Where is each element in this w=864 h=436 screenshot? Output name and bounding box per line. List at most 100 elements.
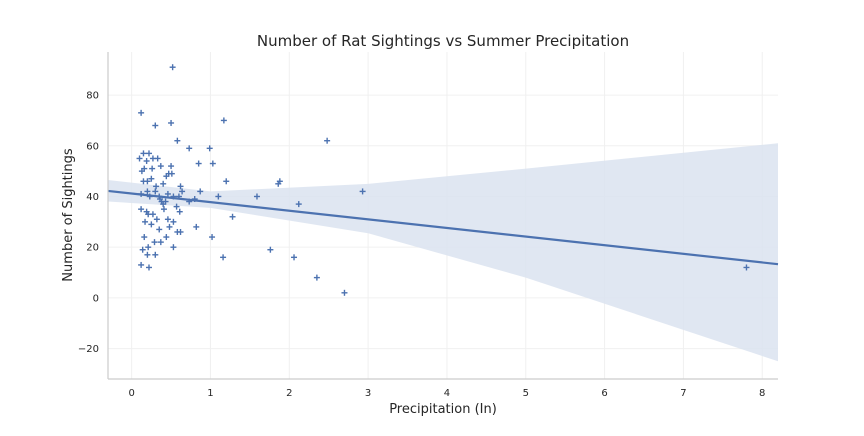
data-point [148,175,155,182]
data-point [177,183,184,190]
axes [107,52,778,380]
x-tick-label: 8 [759,388,765,399]
data-point [170,193,177,200]
y-tick-label: 60 [86,141,99,152]
data-point [144,178,151,185]
data-point [195,160,202,167]
data-point [152,188,159,195]
data-point [166,223,173,230]
data-point [186,145,193,152]
data-point [146,193,153,200]
data-point [143,158,150,164]
data-point [163,173,170,180]
x-axis-label: Precipitation (In) [389,402,497,417]
data-point [179,188,186,195]
data-point [148,221,155,228]
y-tick-label: 20 [86,243,99,254]
y-tick-label: 0 [93,293,99,304]
data-point [157,196,164,203]
data-point [164,190,171,197]
confidence-band [108,143,778,362]
data-point [170,244,177,251]
data-point [139,246,146,253]
x-tick-label: 0 [128,388,134,399]
data-point [140,150,147,157]
data-point [138,190,145,197]
scatter-points [136,64,750,296]
data-point [168,163,175,170]
data-point [157,163,164,170]
data-point [193,223,200,230]
data-point [176,208,183,215]
data-point [215,193,222,200]
data-point [175,193,182,200]
data-point [141,234,148,241]
data-point [173,203,180,210]
data-point [138,109,145,116]
data-point [209,160,216,167]
confidence-band-layer [108,143,778,362]
y-tick-label: 80 [86,91,99,102]
chart-title: Number of Rat Sightings vs Summer Precip… [257,32,629,50]
data-point [153,183,160,190]
x-tick-label: 7 [680,388,686,399]
data-point [324,137,331,144]
x-tick-labels: 0 1 2 3 4 5 6 7 8 [128,388,765,399]
data-point [149,165,156,172]
data-point [142,218,149,225]
data-point [186,198,193,205]
data-point [149,155,156,162]
data-point [359,188,366,195]
data-point [223,178,230,185]
data-point [163,234,170,241]
data-point [267,246,274,253]
data-point [157,239,164,246]
data-point [145,211,152,218]
data-point [152,122,159,129]
data-point [174,137,181,144]
data-point [144,188,151,195]
data-point [313,274,320,281]
x-tick-label: 1 [207,388,213,399]
x-tick-label: 5 [523,388,529,399]
data-point [145,244,152,251]
y-tick-label: 40 [86,192,99,203]
data-point [229,213,236,220]
data-point [145,264,152,271]
y-tick-label: −20 [78,344,99,355]
data-point [168,170,175,177]
data-point [291,254,298,261]
data-point [191,196,198,203]
y-tick-labels: −20 0 20 40 60 80 [78,91,99,355]
data-point [136,155,143,162]
data-point [152,251,159,258]
y-axis-label: Number of Sightings [61,148,76,282]
data-point [170,218,177,225]
x-tick-label: 4 [444,388,450,399]
x-tick-label: 2 [286,388,292,399]
data-point [275,180,282,187]
data-point [209,234,216,241]
data-point [144,251,151,258]
regression-line [107,189,779,266]
data-point [138,168,145,175]
data-point [151,239,158,246]
data-point [295,201,302,208]
data-point [153,216,160,223]
x-tick-label: 6 [601,388,607,399]
data-point [341,289,348,296]
data-point [220,117,227,124]
data-point [253,193,260,200]
data-point [164,216,171,223]
data-point [174,228,181,235]
data-point [743,264,750,271]
data-point [156,226,163,233]
data-point [160,201,167,208]
data-point [138,206,145,213]
data-point [138,261,145,268]
regression-line-layer [107,189,779,266]
data-point [168,119,175,126]
data-point [160,180,167,187]
